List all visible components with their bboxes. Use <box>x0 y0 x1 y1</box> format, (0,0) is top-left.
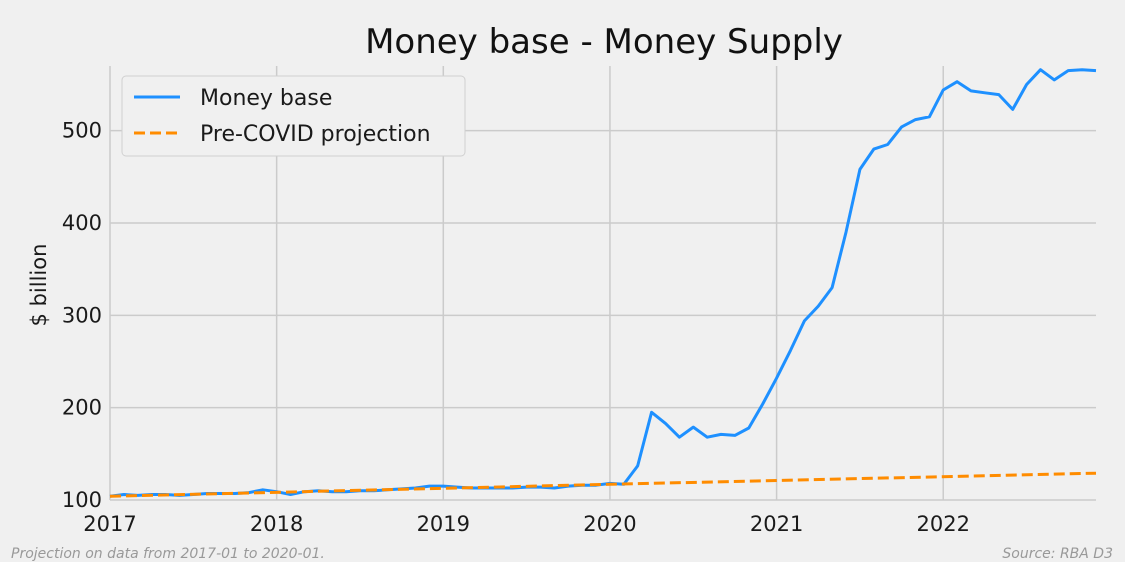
y-axis-label: $ billion <box>27 244 51 327</box>
y-tick-label: 500 <box>62 119 102 143</box>
legend-label-money-base: Money base <box>200 86 332 111</box>
x-tick-label: 2022 <box>917 512 970 536</box>
chart-title: Money base - Money Supply <box>365 22 843 62</box>
legend-box <box>121 75 466 157</box>
series-line-pre-covid-projection <box>109 471 1097 498</box>
y-tick-label: 300 <box>62 303 102 327</box>
legend: Money base Pre-COVID projection <box>121 75 466 157</box>
x-axis-ticks: 2017 2018 2019 2020 2021 2022 <box>83 512 970 536</box>
x-tick-label: 2018 <box>250 512 303 536</box>
plot-lines <box>109 68 1097 498</box>
legend-label-pre-covid-projection: Pre-COVID projection <box>200 122 431 147</box>
x-tick-label: 2021 <box>750 512 803 536</box>
y-axis-ticks: 100 200 300 400 500 <box>62 119 102 512</box>
projection-note: Projection on data from 2017-01 to 2020-… <box>11 546 325 562</box>
x-tick-label: 2020 <box>583 512 636 536</box>
x-tick-label: 2017 <box>83 512 136 536</box>
source-note: Source: RBA D3 <box>1002 546 1113 562</box>
x-tick-label: 2019 <box>417 512 470 536</box>
y-tick-label: 400 <box>62 211 102 235</box>
y-tick-label: 100 <box>62 488 102 512</box>
y-tick-label: 200 <box>62 396 102 420</box>
